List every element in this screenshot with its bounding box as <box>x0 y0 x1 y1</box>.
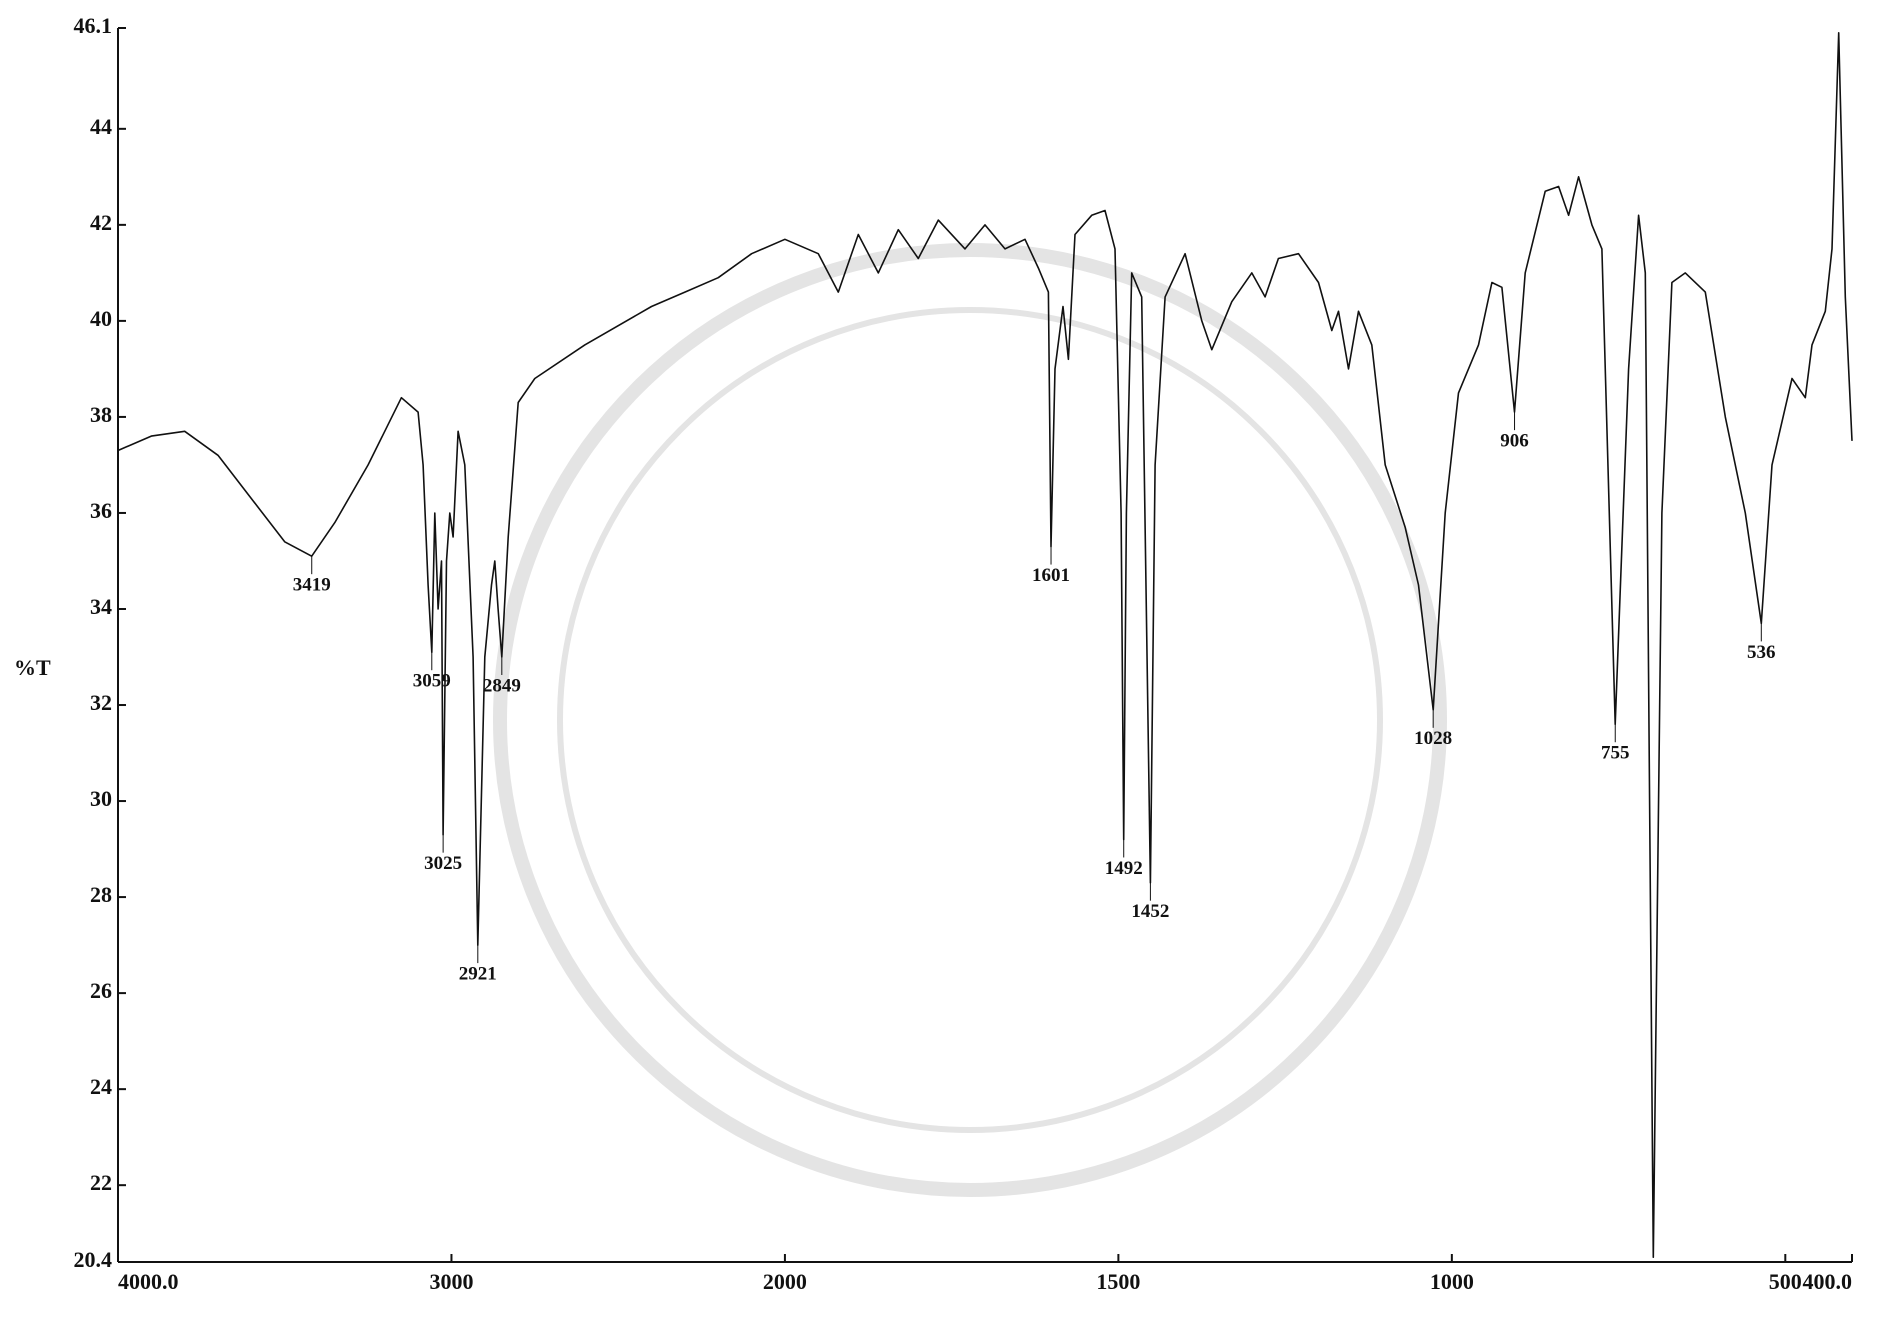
y-tick-label: 28 <box>90 882 112 907</box>
x-tick-label: 400.0 <box>1803 1269 1853 1294</box>
peak-label: 1028 <box>1414 728 1452 749</box>
y-tick-label: 40 <box>90 306 112 331</box>
y-tick-label: 24 <box>90 1074 112 1099</box>
peak-label: 2921 <box>459 963 497 984</box>
y-tick-label: 22 <box>90 1170 112 1195</box>
x-tick-label: 500 <box>1769 1269 1802 1294</box>
y-axis-label: %T <box>14 655 51 680</box>
x-tick-label: 1500 <box>1096 1269 1140 1294</box>
y-tick-label: 46.1 <box>74 13 113 38</box>
watermark <box>493 243 1447 1197</box>
y-tick-label: 42 <box>90 210 112 235</box>
watermark-ring <box>557 307 1383 1133</box>
peak-label: 2849 <box>483 675 521 696</box>
peak-label: 1601 <box>1032 565 1070 586</box>
x-tick-label: 3000 <box>429 1269 473 1294</box>
spectrum-line <box>117 31 1853 1258</box>
x-tick-label: 1000 <box>1430 1269 1474 1294</box>
peak-label: 906 <box>1500 430 1529 451</box>
peak-label: 536 <box>1747 642 1776 663</box>
y-tick-label: 20.4 <box>74 1247 113 1272</box>
peak-label: 3419 <box>293 575 331 596</box>
y-tick-label: 44 <box>90 114 112 139</box>
y-tick-label: 32 <box>90 690 112 715</box>
y-tick-label: 38 <box>90 402 112 427</box>
y-tick-label: 26 <box>90 978 112 1003</box>
y-tick-label: 34 <box>90 594 112 619</box>
peak-label: 1492 <box>1105 858 1143 879</box>
y-tick-label: 36 <box>90 498 112 523</box>
x-tick-label: 4000.0 <box>118 1269 179 1294</box>
y-tick-label: 30 <box>90 786 112 811</box>
watermark-ring <box>493 243 1447 1197</box>
peak-label: 3025 <box>424 853 462 874</box>
peak-label: 1452 <box>1131 901 1169 922</box>
peak-label: 755 <box>1601 743 1630 764</box>
peak-label: 3059 <box>413 671 451 692</box>
x-tick-label: 2000 <box>763 1269 807 1294</box>
